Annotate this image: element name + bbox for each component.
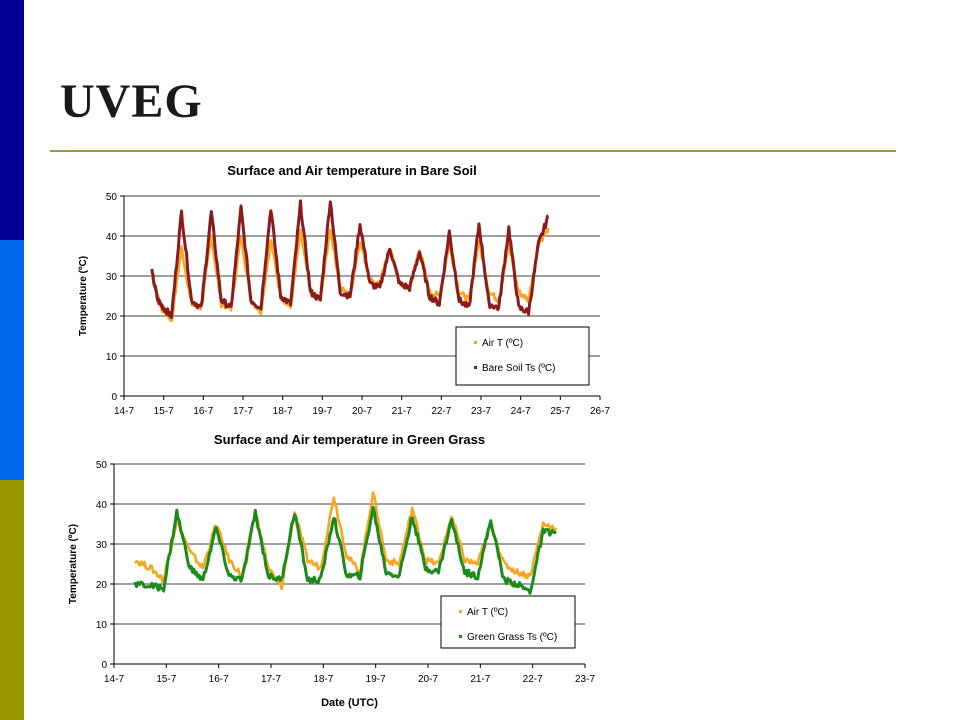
x-tick-label: 22-7 — [523, 674, 543, 685]
legend-label: Air T (ºC) — [482, 338, 523, 349]
legend-marker — [459, 635, 462, 638]
y-tick-label: 20 — [96, 580, 108, 591]
x-tick-label: 21-7 — [470, 674, 490, 685]
legend-label: Air T (ºC) — [467, 607, 508, 618]
legend-marker — [459, 610, 462, 613]
y-tick-label: 50 — [106, 192, 118, 203]
series-line-2 — [150, 199, 549, 320]
chart-1: Surface and Air temperature in Bare Soil… — [78, 163, 610, 417]
series-line-2 — [133, 505, 557, 595]
side-bar-top — [0, 0, 24, 240]
x-tick-label: 16-7 — [193, 406, 213, 417]
y-tick-label: 0 — [101, 660, 107, 671]
x-tick-label: 15-7 — [154, 406, 174, 417]
chart-title: Surface and Air temperature in Green Gra… — [214, 432, 485, 447]
y-tick-label: 0 — [111, 392, 117, 403]
x-tick-label: 15-7 — [156, 674, 176, 685]
x-tick-label: 19-7 — [312, 406, 332, 417]
y-tick-label: 30 — [96, 540, 108, 551]
legend-label: Green Grass Ts (ºC) — [467, 632, 557, 643]
y-tick-label: 10 — [96, 620, 108, 631]
side-bar-middle — [0, 240, 24, 480]
x-tick-label: 20-7 — [418, 674, 438, 685]
y-tick-label: 40 — [106, 232, 118, 243]
x-tick-label: 21-7 — [392, 406, 412, 417]
y-tick-label: 10 — [106, 352, 118, 363]
x-tick-label: 16-7 — [209, 674, 229, 685]
x-tick-label: 26-7 — [590, 406, 610, 417]
chart-title: Surface and Air temperature in Bare Soil — [227, 163, 476, 178]
x-tick-label: 20-7 — [352, 406, 372, 417]
legend-box — [455, 326, 590, 386]
y-tick-label: 40 — [96, 500, 108, 511]
x-tick-label: 23-7 — [471, 406, 491, 417]
x-axis-label: Date (UTC) — [321, 697, 378, 709]
legend-box — [440, 595, 576, 649]
x-tick-label: 19-7 — [366, 674, 386, 685]
title-rule — [50, 150, 896, 152]
x-tick-label: 17-7 — [233, 406, 253, 417]
x-tick-label: 14-7 — [104, 674, 124, 685]
x-tick-label: 14-7 — [114, 406, 134, 417]
legend-label: Bare Soil Ts (ºC) — [482, 363, 556, 374]
x-tick-label: 18-7 — [273, 406, 293, 417]
y-tick-label: 50 — [96, 460, 108, 471]
y-tick-label: 30 — [106, 272, 118, 283]
x-tick-label: 22-7 — [431, 406, 451, 417]
chart-2: Surface and Air temperature in Green Gra… — [68, 432, 595, 709]
y-axis-label: Temperature (ºC) — [78, 256, 89, 336]
x-tick-label: 25-7 — [550, 406, 570, 417]
x-tick-label: 24-7 — [511, 406, 531, 417]
slide-title: UVEG — [60, 75, 203, 128]
y-tick-label: 20 — [106, 312, 118, 323]
x-tick-label: 18-7 — [313, 674, 333, 685]
legend-marker — [474, 341, 477, 344]
legend: Air T (ºC) Green Grass Ts (ºC) — [440, 595, 576, 649]
legend-marker — [474, 366, 477, 369]
x-tick-label: 17-7 — [261, 674, 281, 685]
legend: Air T (ºC) Bare Soil Ts (ºC) — [455, 326, 590, 386]
side-bar-bottom — [0, 480, 24, 720]
x-tick-label: 23-7 — [575, 674, 595, 685]
y-axis-label: Temperature (ºC) — [68, 524, 79, 604]
